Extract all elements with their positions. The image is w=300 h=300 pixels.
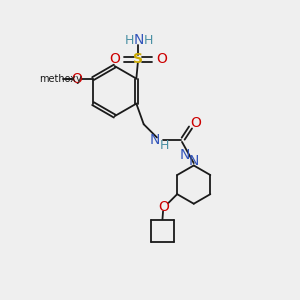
Text: H: H xyxy=(144,34,153,47)
Text: O: O xyxy=(156,52,167,67)
Text: methoxy: methoxy xyxy=(39,74,81,84)
Text: N: N xyxy=(134,33,145,47)
Text: N: N xyxy=(149,134,160,147)
Text: N: N xyxy=(189,154,199,168)
Text: O: O xyxy=(71,72,82,86)
Text: S: S xyxy=(133,52,143,67)
Text: N: N xyxy=(180,148,190,162)
Text: O: O xyxy=(158,200,169,214)
Text: H: H xyxy=(125,34,134,47)
Text: H: H xyxy=(160,139,169,152)
Text: O: O xyxy=(190,116,201,130)
Text: O: O xyxy=(109,52,120,67)
